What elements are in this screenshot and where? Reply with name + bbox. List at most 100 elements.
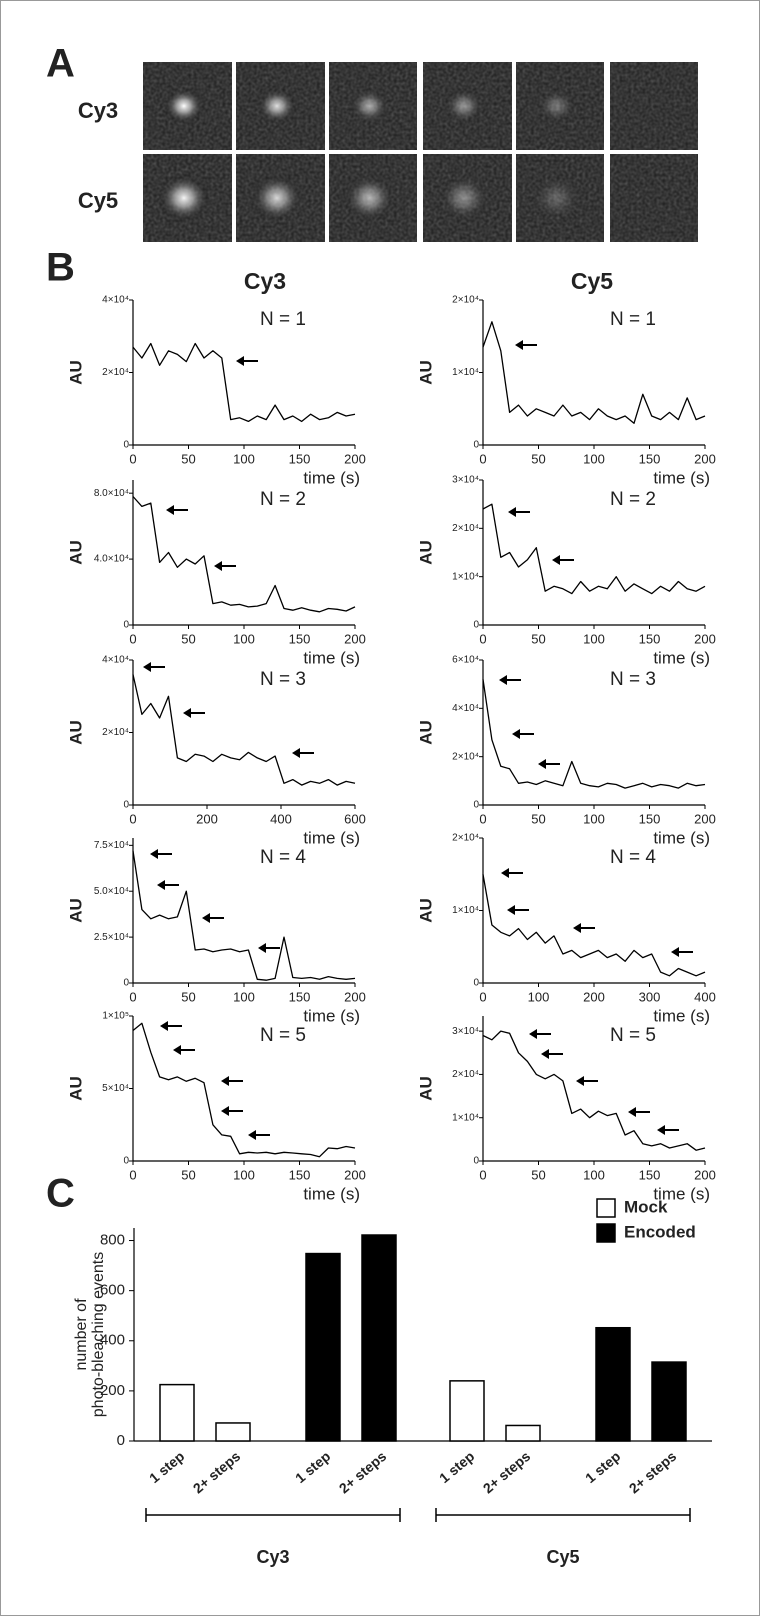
spot xyxy=(536,88,577,124)
chart-title: N = 5 xyxy=(260,1025,306,1046)
x-tick-label: 50 xyxy=(531,811,545,826)
y-tick-label: 7.5×10⁴ xyxy=(94,840,129,851)
x-axis-label: time (s) xyxy=(303,468,360,487)
panel-label: A xyxy=(46,42,75,86)
arrow-head xyxy=(512,729,520,739)
arrow-head xyxy=(538,759,546,769)
chart-title: N = 2 xyxy=(610,489,656,510)
x-tick-label: 100 xyxy=(233,1167,255,1182)
x-tick-label: 0 xyxy=(479,989,486,1004)
y-tick-label: 3×10⁴ xyxy=(452,475,479,486)
arrow-head xyxy=(173,1045,181,1055)
x-tick-label: 50 xyxy=(181,631,195,646)
y-tick-label: 1×10⁴ xyxy=(452,571,479,582)
trace xyxy=(482,321,706,424)
y-tick-label: 2.5×10⁴ xyxy=(94,932,129,943)
y-tick-label: 0 xyxy=(473,978,479,989)
micrographs xyxy=(143,62,698,242)
spot xyxy=(343,174,396,222)
y-tick-label: 0 xyxy=(473,620,479,631)
y-tick-label: 600 xyxy=(100,1282,125,1299)
arrow-head xyxy=(529,1029,537,1039)
arrow-head xyxy=(657,1125,665,1135)
arrow-head xyxy=(160,1021,168,1031)
x-tick-label: 200 xyxy=(694,811,716,826)
y-tick-label: 6×10⁴ xyxy=(452,655,479,666)
x-tick-label: 300 xyxy=(639,989,661,1004)
y-tick-label: 800 xyxy=(100,1231,125,1248)
micrograph-noise xyxy=(610,154,698,242)
x-tick-label: 0 xyxy=(129,1167,136,1182)
x-tick-label: 100 xyxy=(233,989,255,1004)
x-tick-label: 200 xyxy=(583,989,605,1004)
bar xyxy=(305,1252,341,1442)
bar xyxy=(159,1383,195,1442)
y-tick-label: 5.0×10⁴ xyxy=(94,886,129,897)
arrow-head xyxy=(166,505,174,515)
trace xyxy=(482,503,706,595)
x-tick-label: 100 xyxy=(583,811,605,826)
x-tick-label: 50 xyxy=(181,451,195,466)
y-axis-label: AU xyxy=(66,540,85,565)
x-axis-label: time (s) xyxy=(653,1184,710,1203)
arrow-head xyxy=(628,1107,636,1117)
arrow-head xyxy=(499,675,507,685)
x-tick-label: 50 xyxy=(531,451,545,466)
x-tick-label: 0 xyxy=(479,451,486,466)
y-tick-label: 2×10⁴ xyxy=(102,367,129,378)
x-axis-label: time (s) xyxy=(653,1006,710,1025)
y-tick-label: 0 xyxy=(123,978,129,989)
x-tick-label: 150 xyxy=(639,451,661,466)
x-tick-label: 150 xyxy=(639,811,661,826)
x-tick-label: 0 xyxy=(479,1167,486,1182)
x-tick-label: 150 xyxy=(639,631,661,646)
bar xyxy=(215,1422,251,1442)
y-tick-label: 8.0×10⁴ xyxy=(94,488,129,499)
x-tick-label: 100 xyxy=(233,451,255,466)
x-tick-label: 400 xyxy=(694,989,716,1004)
trace xyxy=(132,496,356,613)
x-axis-label: time (s) xyxy=(303,1006,360,1025)
y-tick-label: 0 xyxy=(473,800,479,811)
arrow-head xyxy=(671,947,679,957)
x-tick-label: 1 step xyxy=(146,1448,187,1486)
spot xyxy=(437,174,490,222)
row-label: Cy5 xyxy=(78,188,118,213)
arrow-head xyxy=(501,868,509,878)
y-tick-label: 0 xyxy=(117,1432,125,1449)
y-axis-label: AU xyxy=(416,360,435,385)
arrow-head xyxy=(258,943,266,953)
x-tick-label: 100 xyxy=(583,1167,605,1182)
y-tick-label: 4×10⁴ xyxy=(102,655,129,666)
y-axis-label: AU xyxy=(66,720,85,745)
chart-title: N = 2 xyxy=(260,489,306,510)
arrow-head xyxy=(143,662,151,672)
x-tick-label: 50 xyxy=(531,631,545,646)
trace xyxy=(132,1022,356,1158)
y-tick-label: 4×10⁴ xyxy=(102,295,129,306)
trace xyxy=(482,1030,706,1151)
y-tick-label: 200 xyxy=(100,1382,125,1399)
x-tick-label: 150 xyxy=(289,631,311,646)
x-tick-label: 2+ steps xyxy=(336,1448,390,1497)
y-axis-label: AU xyxy=(66,898,85,923)
y-tick-label: 2×10⁴ xyxy=(452,1069,479,1080)
x-tick-label: 100 xyxy=(233,631,255,646)
arrow-head xyxy=(576,1076,584,1086)
x-tick-label: 0 xyxy=(479,631,486,646)
x-tick-label: 100 xyxy=(528,989,550,1004)
y-axis-label: AU xyxy=(416,1076,435,1101)
y-tick-label: 0 xyxy=(473,440,479,451)
x-tick-label: 200 xyxy=(344,451,366,466)
y-axis-label: AU xyxy=(416,720,435,745)
chart-title: N = 4 xyxy=(610,847,656,868)
arrow-head xyxy=(508,507,516,517)
y-tick-label: 400 xyxy=(100,1332,125,1349)
y-axis-label: AU xyxy=(416,540,435,565)
y-tick-label: 2×10⁴ xyxy=(452,751,479,762)
x-tick-label: 0 xyxy=(129,811,136,826)
y-tick-label: 2×10⁴ xyxy=(452,295,479,306)
x-tick-label: 0 xyxy=(129,989,136,1004)
spot xyxy=(163,88,204,124)
